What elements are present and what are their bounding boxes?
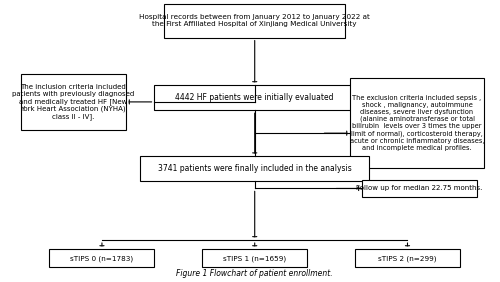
Text: Hospital records between from January 2012 to January 2022 at
the First Affiliat: Hospital records between from January 20… bbox=[140, 14, 370, 27]
FancyBboxPatch shape bbox=[154, 85, 355, 110]
FancyBboxPatch shape bbox=[362, 180, 476, 197]
Text: sTIPS 1 (n=1659): sTIPS 1 (n=1659) bbox=[223, 255, 286, 261]
FancyBboxPatch shape bbox=[140, 156, 370, 182]
Text: 4442 HF patients were initially evaluated: 4442 HF patients were initially evaluate… bbox=[176, 93, 334, 102]
Text: Follow up for median 22.75 months.: Follow up for median 22.75 months. bbox=[356, 186, 482, 191]
Text: sTIPS 0 (n=1783): sTIPS 0 (n=1783) bbox=[70, 255, 134, 261]
Text: 3741 patients were finally included in the analysis: 3741 patients were finally included in t… bbox=[158, 164, 352, 173]
FancyBboxPatch shape bbox=[202, 249, 307, 267]
FancyBboxPatch shape bbox=[50, 249, 154, 267]
FancyBboxPatch shape bbox=[21, 74, 126, 130]
Text: The exclusion criteria included sepsis ,
shock , malignancy, autoimmune
diseases: The exclusion criteria included sepsis ,… bbox=[350, 95, 484, 151]
FancyBboxPatch shape bbox=[164, 4, 346, 38]
FancyBboxPatch shape bbox=[355, 249, 460, 267]
Text: The inclusion criteria included
patients with previously diagnosed
and medically: The inclusion criteria included patients… bbox=[12, 84, 134, 120]
FancyBboxPatch shape bbox=[350, 78, 484, 168]
Text: sTIPS 2 (n=299): sTIPS 2 (n=299) bbox=[378, 255, 436, 261]
Text: Figure 1 Flowchart of patient enrollment.: Figure 1 Flowchart of patient enrollment… bbox=[176, 269, 333, 278]
